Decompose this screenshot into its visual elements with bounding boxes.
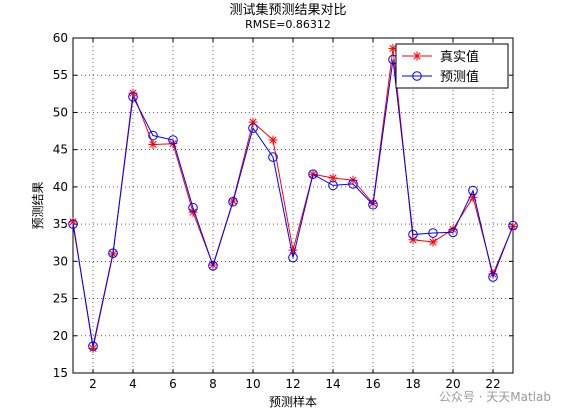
y-tick-label: 20	[53, 329, 68, 343]
x-tick-label: 20	[445, 377, 460, 391]
data-point	[168, 135, 178, 145]
legend-entry: 预测值	[402, 69, 479, 85]
y-tick-label: 45	[53, 143, 68, 157]
y-tick-label: 30	[53, 254, 68, 268]
x-tick-label: 8	[209, 377, 217, 391]
data-point	[448, 227, 458, 238]
x-tick-label: 6	[169, 377, 177, 391]
series-line	[72, 59, 514, 347]
y-tick-label: 60	[53, 31, 68, 45]
y-tick-label: 25	[53, 292, 68, 306]
legend-entry: 真实值	[402, 49, 479, 65]
x-tick-label: 16	[365, 377, 380, 391]
data-point	[508, 220, 518, 231]
legend-box	[395, 43, 509, 89]
y-tick-label: 15	[53, 366, 68, 380]
legend-label: 真实值	[440, 49, 479, 65]
data-point	[268, 135, 278, 145]
x-tick-label: 2	[89, 377, 97, 391]
legend-label: 预测值	[440, 69, 479, 85]
data-point	[348, 179, 358, 189]
data-point	[68, 219, 78, 229]
data-point	[208, 261, 218, 271]
watermark: 公众号 · 天天Matlab	[438, 390, 551, 404]
legend-marker	[412, 71, 422, 81]
data-point	[148, 130, 158, 141]
y-axis-label: 预测结果	[31, 181, 45, 229]
x-tick-label: 10	[245, 377, 260, 391]
data-point	[428, 237, 438, 247]
data-point	[148, 139, 158, 149]
x-tick-label: 18	[405, 377, 420, 391]
data-point	[288, 252, 298, 263]
x-tick-label: 14	[325, 377, 340, 391]
data-point	[468, 185, 478, 196]
data-point	[228, 196, 238, 207]
data-point	[328, 173, 338, 183]
y-tick-label: 50	[53, 105, 68, 119]
chart-subtitle: RMSE=0.86312	[245, 18, 331, 31]
x-tick-label: 12	[285, 377, 300, 391]
x-axis-label: 预测样本	[269, 394, 317, 409]
data-point	[268, 152, 278, 162]
data-point	[88, 341, 98, 352]
y-tick-label: 35	[53, 217, 68, 231]
data-point	[368, 199, 378, 210]
axis-ticks: 2 4 6 8 10 12 14 16 18 20 22 15 20 25 30 35 40 45 50 55 60	[53, 31, 513, 391]
data-point	[408, 229, 418, 240]
legend-marker	[412, 51, 422, 61]
x-tick-label: 4	[129, 377, 137, 391]
data-point	[408, 235, 418, 245]
data-point	[328, 180, 338, 191]
data-point	[428, 228, 438, 238]
y-tick-label: 55	[53, 68, 68, 82]
series-layer	[68, 43, 518, 353]
data-point	[348, 175, 358, 185]
data-point	[488, 272, 498, 282]
data-point	[308, 169, 318, 180]
y-tick-label: 40	[53, 180, 68, 194]
data-point	[188, 202, 198, 213]
data-point	[128, 92, 138, 102]
series-2	[68, 54, 518, 352]
chart-title: 测试集预测结果对比	[229, 2, 346, 18]
x-tick-label: 22	[485, 377, 500, 391]
data-point	[108, 248, 118, 258]
data-point	[248, 123, 258, 133]
